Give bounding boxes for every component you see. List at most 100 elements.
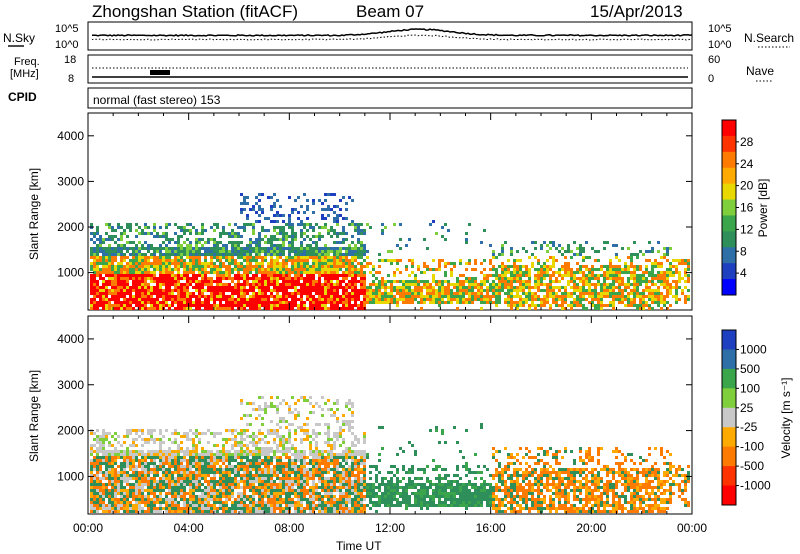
heatmap-cell — [300, 295, 303, 298]
heatmap-cell — [156, 489, 159, 492]
heatmap-cell — [597, 307, 600, 310]
heatmap-cell — [285, 238, 288, 241]
heatmap-cell — [369, 271, 372, 274]
heatmap-cell — [192, 295, 195, 298]
heatmap-cell — [441, 298, 444, 301]
heatmap-cell — [111, 268, 114, 271]
heatmap-cell — [123, 498, 126, 501]
heatmap-cell — [177, 295, 180, 298]
heatmap-cell — [204, 432, 207, 435]
heatmap-cell — [135, 483, 138, 486]
heatmap-cell — [318, 301, 321, 304]
heatmap-cell — [210, 456, 213, 459]
heatmap-cell — [129, 432, 132, 435]
heatmap-cell — [333, 304, 336, 307]
heatmap-cell — [186, 447, 189, 450]
heatmap-cell — [267, 277, 270, 280]
heatmap-cell — [195, 450, 198, 453]
heatmap-cell — [186, 498, 189, 501]
heatmap-cell — [243, 226, 246, 229]
heatmap-cell — [228, 259, 231, 262]
heatmap-cell — [99, 495, 102, 498]
heatmap-cell — [255, 465, 258, 468]
heatmap-cell — [342, 274, 345, 277]
heatmap-cell — [243, 507, 246, 510]
heatmap-cell — [336, 283, 339, 286]
heatmap-cell — [375, 286, 378, 289]
heatmap-cell — [435, 289, 438, 292]
heatmap-cell — [240, 208, 243, 211]
heatmap-cell — [684, 274, 687, 277]
heatmap-cell — [168, 250, 171, 253]
heatmap-cell — [396, 259, 399, 262]
heatmap-cell — [228, 453, 231, 456]
heatmap-cell — [90, 510, 93, 513]
heatmap-cell — [135, 286, 138, 289]
heatmap-cell — [153, 462, 156, 465]
heatmap-cell — [246, 268, 249, 271]
heatmap-cell — [186, 295, 189, 298]
heatmap-cell — [351, 256, 354, 259]
heatmap-cell — [105, 510, 108, 513]
heatmap-cell — [177, 226, 180, 229]
heatmap-cell — [630, 253, 633, 256]
heatmap-cell — [537, 262, 540, 265]
heatmap-cell — [627, 301, 630, 304]
heatmap-cell — [666, 253, 669, 256]
heatmap-cell — [222, 307, 225, 310]
heatmap-cell — [201, 510, 204, 513]
heatmap-cell — [216, 265, 219, 268]
power-x-ticks — [87, 113, 693, 310]
heatmap-cell — [213, 304, 216, 307]
heatmap-cell — [198, 271, 201, 274]
heatmap-cell — [177, 268, 180, 271]
heatmap-cell — [348, 301, 351, 304]
heatmap-cell — [492, 280, 495, 283]
heatmap-cell — [213, 459, 216, 462]
heatmap-cell — [165, 456, 168, 459]
heatmap-cell — [117, 289, 120, 292]
heatmap-cell — [399, 223, 402, 226]
heatmap-cell — [96, 489, 99, 492]
heatmap-cell — [258, 483, 261, 486]
heatmap-cell — [414, 298, 417, 301]
heatmap-cell — [153, 223, 156, 226]
heatmap-cell — [306, 244, 309, 247]
heatmap-cell — [153, 262, 156, 265]
heatmap-cell — [405, 295, 408, 298]
heatmap-cell — [258, 193, 261, 196]
heatmap-cell — [141, 268, 144, 271]
heatmap-cell — [159, 495, 162, 498]
heatmap-cell — [117, 223, 120, 226]
heatmap-cell — [303, 265, 306, 268]
heatmap-cell — [195, 507, 198, 510]
heatmap-cell — [447, 289, 450, 292]
heatmap-cell — [294, 274, 297, 277]
heatmap-cell — [342, 229, 345, 232]
heatmap-cell — [480, 301, 483, 304]
heatmap-cell — [687, 298, 690, 301]
heatmap-cell — [492, 250, 495, 253]
heatmap-cell — [108, 226, 111, 229]
heatmap-cell — [171, 474, 174, 477]
heatmap-cell — [609, 271, 612, 274]
heatmap-cell — [333, 247, 336, 250]
heatmap-cell — [246, 196, 249, 199]
heatmap-cell — [351, 298, 354, 301]
heatmap-cell — [192, 498, 195, 501]
heatmap-cell — [168, 304, 171, 307]
heatmap-cell — [183, 250, 186, 253]
heatmap-cell — [237, 232, 240, 235]
heatmap-cell — [576, 277, 579, 280]
heatmap-cell — [501, 265, 504, 268]
heatmap-cell — [258, 238, 261, 241]
heatmap-cell — [639, 277, 642, 280]
heatmap-cell — [300, 274, 303, 277]
heatmap-cell — [135, 223, 138, 226]
heatmap-cell — [120, 268, 123, 271]
heatmap-cell — [525, 295, 528, 298]
heatmap-cell — [273, 268, 276, 271]
heatmap-cell — [183, 483, 186, 486]
heatmap-cell — [249, 480, 252, 483]
heatmap-cell — [204, 474, 207, 477]
